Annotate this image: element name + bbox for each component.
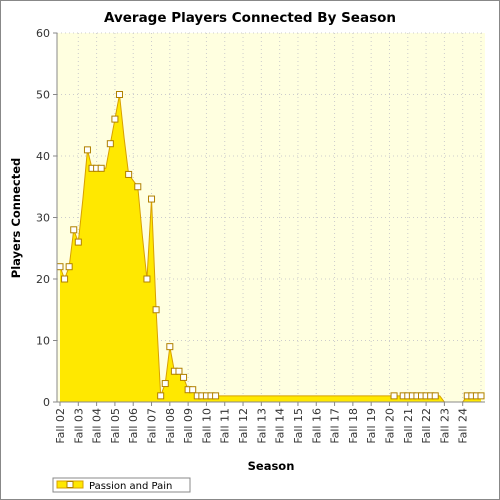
data-point — [161, 380, 169, 388]
x-tick-label: Fall 14 — [274, 408, 287, 444]
y-tick-label: 10 — [36, 335, 50, 348]
data-point — [97, 164, 105, 172]
x-tick-label: Fall 02 — [54, 408, 67, 444]
legend: Passion and Pain — [52, 477, 191, 493]
data-point — [157, 392, 165, 400]
y-tick-label: 60 — [36, 27, 50, 40]
y-tick-label: 20 — [36, 273, 50, 286]
data-point — [390, 392, 398, 400]
legend-marker — [66, 481, 74, 488]
data-point — [56, 263, 64, 271]
x-tick-label: Fall 12 — [237, 408, 250, 444]
data-point — [143, 275, 151, 283]
data-point — [115, 91, 123, 98]
data-point — [106, 140, 114, 148]
data-point — [83, 146, 91, 154]
x-axis-title: Season — [248, 459, 295, 473]
data-point — [148, 195, 156, 203]
series-area-fill — [60, 94, 481, 402]
data-point — [74, 238, 82, 246]
legend-box — [52, 477, 191, 493]
data-point — [166, 343, 174, 351]
x-tick-label: Fall 05 — [109, 408, 122, 444]
x-tick-label: Fall 11 — [219, 408, 232, 444]
data-point — [134, 183, 142, 191]
data-point — [125, 170, 133, 178]
x-tick-label: Fall 10 — [200, 408, 213, 444]
x-tick-label: Fall 18 — [347, 408, 360, 444]
x-tick-label: Fall 08 — [164, 408, 177, 444]
chart-title: Average Players Connected By Season — [104, 10, 396, 26]
data-point — [111, 115, 119, 123]
x-tick-label: Fall 15 — [292, 408, 305, 444]
x-tick-label: Fall 20 — [383, 408, 396, 444]
x-tick-label: Fall 07 — [146, 408, 159, 444]
data-point — [70, 226, 78, 234]
y-tick-label: 40 — [36, 150, 50, 163]
data-point — [477, 392, 485, 400]
data-point — [152, 306, 160, 314]
x-tick-label: Fall 06 — [127, 408, 140, 444]
data-point — [212, 392, 220, 400]
data-point — [175, 367, 183, 375]
x-tick-label: Fall 13 — [255, 408, 268, 444]
x-tick-label: Fall 04 — [91, 408, 104, 444]
x-tick-label: Fall 21 — [402, 408, 415, 444]
data-point — [431, 392, 439, 400]
legend-label: Passion and Pain — [89, 481, 172, 492]
x-tick-label: Fall 03 — [72, 408, 85, 444]
y-tick-label: 50 — [36, 89, 50, 102]
x-tick-label: Fall 23 — [438, 408, 451, 444]
x-axis-ticks: Fall 02 Fall 03 Fall 04 Fall 05 Fall 06 Fall … — [54, 402, 470, 444]
x-tick-label: Fall 17 — [329, 408, 342, 444]
data-point — [61, 275, 69, 283]
y-axis-ticks: 0 10 20 30 40 50 60 — [36, 27, 57, 409]
y-axis-title: Players Connected — [9, 158, 23, 278]
data-point — [180, 373, 188, 381]
x-tick-label: Fall 19 — [365, 408, 378, 444]
x-tick-label: Fall 16 — [310, 408, 323, 444]
x-tick-label: Fall 22 — [420, 408, 433, 444]
y-tick-label: 0 — [43, 396, 50, 409]
data-point — [65, 263, 73, 271]
data-point — [189, 386, 197, 394]
y-tick-label: 30 — [36, 212, 50, 225]
x-tick-label: Fall 09 — [182, 408, 195, 444]
series-markers — [56, 91, 485, 400]
x-tick-label: Fall 24 — [457, 408, 470, 444]
